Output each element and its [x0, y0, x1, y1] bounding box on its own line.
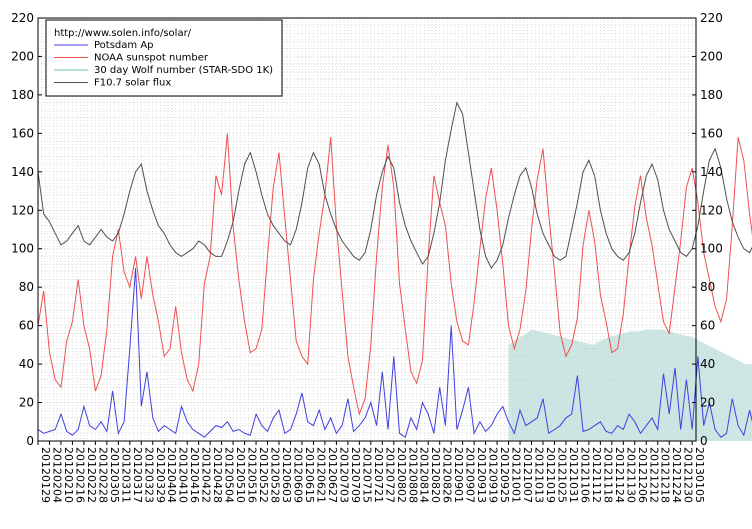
- y-axes: 0 0 20 20 40 40 60 60 80 80 100 100 120 120 140 140 160 1…: [11, 11, 723, 448]
- x-tick-label: 20120416: [188, 447, 201, 503]
- series-line-f107-flux: [37, 101, 752, 269]
- x-tick-label: 20120510: [234, 447, 247, 503]
- y-tick-label-left: 80: [19, 280, 34, 294]
- x-tick-label: 20121019: [544, 447, 557, 503]
- legend-entry: Potsdam Ap: [94, 40, 154, 51]
- x-tick-label: 20120129: [39, 447, 52, 503]
- x-tick-label: 20120404: [165, 447, 178, 503]
- x-axis: 2012012920120204201202102012021620120222…: [37, 441, 706, 503]
- legend-entry: NOAA sunspot number: [94, 53, 209, 64]
- series-area-wolf-number: [508, 329, 752, 441]
- wolf-number-area: [508, 329, 752, 441]
- x-tick-label: 20120814: [418, 447, 431, 503]
- legend: http://www.solen.info/solar/ Potsdam Ap N…: [45, 19, 283, 97]
- x-tick-label: 20121218: [659, 447, 672, 503]
- y-tick-label-left: 100: [11, 242, 34, 256]
- x-tick-label: 20120727: [383, 447, 396, 503]
- y-tick-label-right: 100: [700, 242, 723, 256]
- x-tick-label: 20130105: [693, 447, 706, 503]
- x-tick-label: 20121118: [601, 447, 614, 503]
- series-lines: [37, 101, 752, 438]
- y-tick-label-left: 160: [11, 126, 34, 140]
- y-tick-label-right: 180: [700, 88, 723, 102]
- x-tick-label: 20121001: [510, 447, 523, 503]
- y-tick-label-left: 140: [11, 165, 34, 179]
- series-line-potsdam-ap: [37, 267, 752, 438]
- x-tick-label: 20120311: [119, 447, 132, 503]
- y-tick-label-left: 60: [19, 319, 34, 333]
- x-tick-label: 20121124: [613, 447, 626, 503]
- x-tick-label: 20120709: [349, 447, 362, 503]
- x-tick-label: 20121212: [647, 447, 660, 503]
- x-tick-label: 20120721: [372, 447, 385, 503]
- legend-entry: 30 day Wolf number (STAR-SDO 1K): [94, 65, 273, 76]
- x-tick-label: 20121206: [636, 447, 649, 503]
- x-tick-label: 20120919: [487, 447, 500, 503]
- y-tick-label-left: 20: [19, 396, 34, 410]
- y-tick-label-right: 160: [700, 126, 723, 140]
- x-tick-label: 20120615: [303, 447, 316, 503]
- x-tick-label: 20120826: [441, 447, 454, 503]
- x-tick-label: 20120802: [395, 447, 408, 503]
- x-tick-label: 20121112: [590, 447, 603, 503]
- x-tick-label: 20121031: [567, 447, 580, 503]
- y-tick-label-left: 220: [11, 11, 34, 25]
- x-tick-label: 20120703: [337, 447, 350, 503]
- y-tick-label-left: 180: [11, 88, 34, 102]
- y-tick-label-right: 140: [700, 165, 723, 179]
- y-tick-label-right: 200: [700, 49, 723, 63]
- legend-entry: F10.7 solar flux: [94, 78, 171, 89]
- x-tick-label: 20120901: [452, 447, 465, 503]
- x-tick-label: 20120410: [177, 447, 190, 503]
- x-tick-label: 20120522: [257, 447, 270, 503]
- x-tick-label: 20120204: [51, 447, 64, 503]
- x-tick-label: 20120329: [154, 447, 167, 503]
- y-tick-label-right: 120: [700, 203, 723, 217]
- x-tick-label: 20120808: [406, 447, 419, 503]
- y-tick-label-right: 60: [700, 319, 715, 333]
- x-tick-label: 20120913: [475, 447, 488, 503]
- x-tick-label: 20121230: [682, 447, 695, 503]
- x-tick-label: 20121025: [556, 447, 569, 503]
- x-tick-label: 20121224: [670, 447, 683, 503]
- x-tick-label: 20121130: [624, 447, 637, 503]
- y-tick-label-right: 40: [700, 357, 715, 371]
- x-tick-label: 20121106: [578, 447, 591, 503]
- x-tick-label: 20120516: [246, 447, 259, 503]
- x-tick-label: 20120504: [223, 447, 236, 503]
- y-tick-label-left: 40: [19, 357, 34, 371]
- x-tick-label: 20120317: [131, 447, 144, 503]
- x-tick-label: 20120228: [96, 447, 109, 503]
- x-tick-label: 20120222: [85, 447, 98, 503]
- x-tick-label: 20120422: [200, 447, 213, 503]
- x-tick-label: 20120907: [464, 447, 477, 503]
- x-tick-label: 20121007: [521, 447, 534, 503]
- y-tick-label-right: 20: [700, 396, 715, 410]
- y-tick-label-left: 200: [11, 49, 34, 63]
- x-tick-label: 20120528: [269, 447, 282, 503]
- x-tick-label: 20120621: [314, 447, 327, 503]
- x-tick-label: 20120210: [62, 447, 75, 503]
- x-tick-label: 20121013: [533, 447, 546, 503]
- x-tick-label: 20120323: [142, 447, 155, 503]
- series-line-noaa-sunspot: [37, 133, 752, 416]
- y-tick-label-left: 0: [26, 434, 34, 448]
- x-tick-label: 20120820: [429, 447, 442, 503]
- y-tick-label-right: 80: [700, 280, 715, 294]
- plot-frame: [37, 17, 697, 442]
- x-tick-label: 20120609: [292, 447, 305, 503]
- legend-url: http://www.solen.info/solar/: [54, 28, 192, 39]
- y-tick-label-left: 120: [11, 203, 34, 217]
- x-tick-label: 20120627: [326, 447, 339, 503]
- y-tick-label-right: 220: [700, 11, 723, 25]
- y-tick-label-right: 0: [700, 434, 708, 448]
- x-tick-label: 20120216: [73, 447, 86, 503]
- x-tick-label: 20120428: [211, 447, 224, 503]
- x-tick-label: 20120715: [360, 447, 373, 503]
- x-tick-label: 20120603: [280, 447, 293, 503]
- x-tick-label: 20120925: [498, 447, 511, 503]
- x-tick-label: 20120305: [108, 447, 121, 503]
